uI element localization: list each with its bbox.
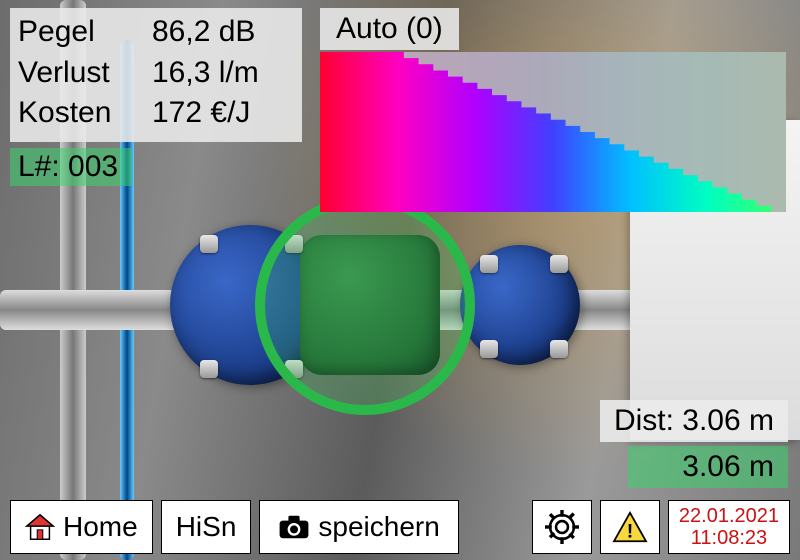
bg-bolt bbox=[550, 255, 568, 273]
readout-value: 16,3 l/m bbox=[152, 53, 292, 94]
bg-bolt bbox=[200, 235, 218, 253]
readout-row: Kosten 172 €/J bbox=[18, 93, 292, 134]
distance-value: Dist: 3.06 m bbox=[614, 404, 774, 437]
spectrum-display bbox=[320, 52, 786, 212]
save-button[interactable]: speichern bbox=[259, 500, 458, 554]
auto-mode-label: Auto (0) bbox=[320, 8, 459, 50]
bg-bolt bbox=[480, 255, 498, 273]
auto-mode-text: Auto (0) bbox=[336, 12, 443, 45]
distance-value: 3.06 m bbox=[682, 450, 774, 483]
readout-value: 86,2 dB bbox=[152, 12, 292, 53]
home-button[interactable]: Home bbox=[10, 500, 153, 554]
date-text: 22.01.2021 bbox=[679, 505, 779, 527]
warning-button[interactable]: ! bbox=[600, 500, 660, 554]
home-label: Home bbox=[63, 511, 138, 543]
warning-triangle-icon: ! bbox=[612, 511, 648, 543]
hisn-label: HiSn bbox=[176, 511, 237, 543]
readout-value: 172 €/J bbox=[152, 93, 292, 134]
target-circle bbox=[255, 195, 475, 415]
hisn-button[interactable]: HiSn bbox=[161, 500, 252, 554]
readout-label: Verlust bbox=[18, 53, 128, 94]
readout-row: Verlust 16,3 l/m bbox=[18, 53, 292, 94]
bg-bolt bbox=[550, 340, 568, 358]
readout-panel: Pegel 86,2 dB Verlust 16,3 l/m Kosten 17… bbox=[10, 8, 302, 142]
leak-number-text: L#: 003 bbox=[18, 150, 118, 183]
leak-number: L#: 003 bbox=[10, 148, 132, 186]
distance-readout-confirmed: 3.06 m bbox=[628, 446, 788, 488]
readout-row: Pegel 86,2 dB bbox=[18, 12, 292, 53]
camera-icon bbox=[278, 514, 310, 540]
distance-readout: Dist: 3.06 m bbox=[600, 400, 788, 442]
readout-label: Kosten bbox=[18, 93, 128, 134]
toolbar: Home HiSn speichern bbox=[10, 500, 790, 554]
bg-bolt bbox=[480, 340, 498, 358]
readout-label: Pegel bbox=[18, 12, 128, 53]
save-label: speichern bbox=[318, 511, 439, 543]
time-text: 11:08:23 bbox=[691, 527, 767, 549]
svg-text:!: ! bbox=[627, 521, 634, 543]
gear-icon bbox=[545, 510, 579, 544]
bg-bolt bbox=[200, 360, 218, 378]
spectrum-gradient bbox=[320, 52, 786, 212]
home-icon bbox=[25, 512, 55, 542]
settings-button[interactable] bbox=[532, 500, 592, 554]
datetime-display: 22.01.2021 11:08:23 bbox=[668, 500, 790, 554]
